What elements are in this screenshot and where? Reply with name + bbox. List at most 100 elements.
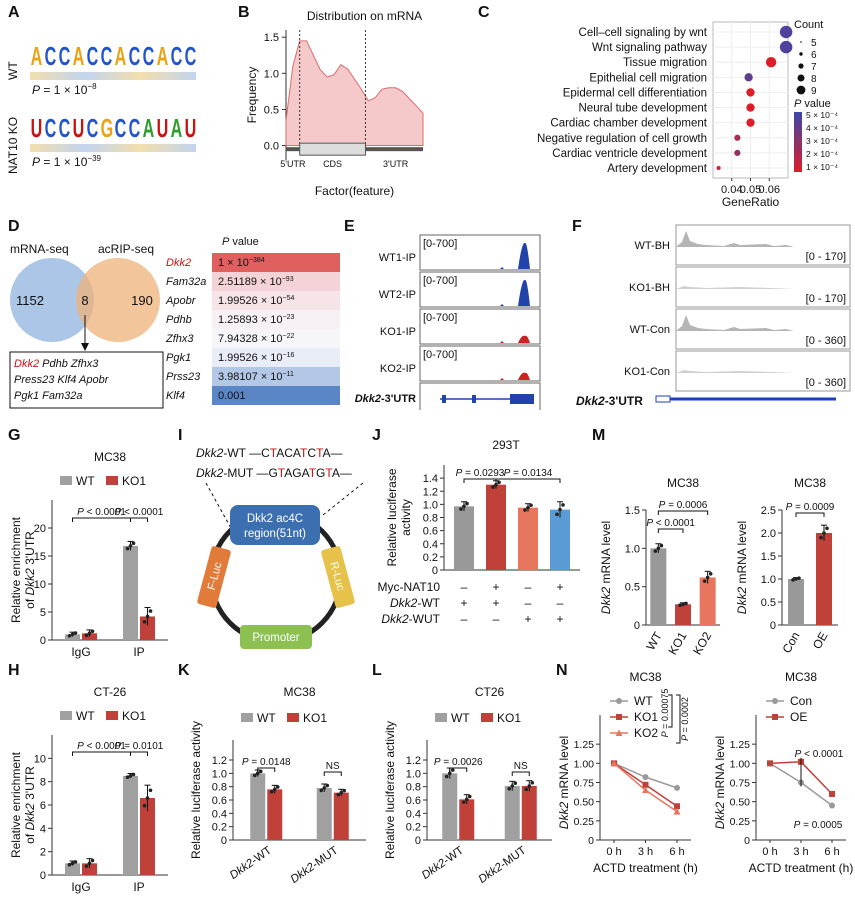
x-category-label: IP	[133, 880, 144, 894]
bar	[123, 775, 138, 875]
panel-label-d: D	[8, 218, 20, 235]
y-tick-label: 2	[40, 847, 46, 859]
data-point	[90, 629, 95, 634]
data-point	[461, 800, 466, 804]
panel-label-n: N	[556, 662, 568, 679]
significance-label: P < 0.0001	[115, 507, 164, 518]
data-point	[705, 575, 710, 580]
x-tick-label: 0.06	[759, 184, 780, 196]
p-rest: = 0.0134	[510, 468, 552, 479]
logo-letter: A	[170, 113, 183, 143]
logo-letter: U	[184, 113, 197, 143]
legend-count-label: 9	[811, 86, 817, 97]
legend-label: KO1	[303, 711, 327, 725]
x-category-label: KO1	[665, 629, 689, 657]
series-marker	[642, 781, 649, 788]
chart-title: MC38	[794, 476, 826, 490]
logo-letter: C	[58, 113, 71, 143]
heatmap-value-base: 1.25893 × 10	[218, 314, 283, 326]
legend-swatch	[60, 711, 72, 720]
y-axis-label: Dkk2 mRNA level	[713, 736, 727, 829]
y-label-gene: Dkk2	[23, 803, 37, 831]
y-axis-label: Relative enrichment	[9, 751, 23, 858]
track-frame	[419, 345, 541, 382]
heatmap-value: 2.51189 × 10−93	[218, 276, 294, 288]
coverage-peak	[676, 315, 794, 331]
y-axis-label-2: activity	[399, 499, 413, 536]
y-label-post: mRNA level	[599, 521, 613, 587]
panel-h-bar-chart: CT-26 WT KO1 0 2 4 6 8 10 IgG IP Relative enrichmen…	[9, 685, 168, 894]
legend-label: OE	[790, 710, 807, 724]
significance-bracket	[668, 694, 673, 728]
panel-g-bar-chart: MC38 WT KO1 0 5 10 15 20 IgG IP Relative enrichmen…	[9, 450, 168, 659]
y-tick-label: 10	[34, 579, 46, 591]
legend-p-title: P value	[794, 98, 831, 110]
p-italic: P	[680, 735, 690, 741]
heatmap-title: P value	[222, 236, 259, 248]
y-tick-label: 0.5	[625, 582, 640, 594]
y-label-line1: Relative enrichment	[9, 516, 23, 623]
track-label: WT1-IP	[379, 252, 416, 264]
p-italic: P	[242, 757, 249, 768]
y-tick-label: 0.4	[406, 808, 421, 820]
data-point	[70, 632, 75, 637]
track-range: [0 - 360]	[806, 335, 846, 347]
y-label-gene: Dkk2	[735, 587, 749, 615]
gene-names: Pdhb Zfhx3	[39, 358, 99, 370]
data-point	[255, 771, 260, 776]
legend-p-label: 1 × 10⁻⁴	[806, 162, 838, 172]
y-label-gene: Dkk2	[557, 802, 571, 830]
heatmap-gene-label: Zfhx3	[165, 333, 194, 345]
row-sign: +	[492, 580, 499, 594]
y-axis-label: Dkk2 mRNA level	[557, 736, 571, 829]
seq-base: G	[316, 466, 325, 480]
logo-base-shading	[30, 144, 196, 152]
panel-label-a: A	[8, 4, 20, 21]
y-tick-label: 1.5	[264, 32, 279, 44]
logo-letter: C	[58, 41, 71, 71]
y-label-post: 3'UTR	[23, 531, 37, 568]
p-italic: P	[794, 820, 801, 831]
y-tick-label: 0	[744, 835, 750, 847]
y-tick-label: 5	[40, 607, 46, 619]
y-tick-label: 1.4	[423, 473, 438, 485]
legend-count-label: 7	[811, 62, 817, 73]
x-tick-label: 6 h	[824, 846, 839, 858]
chart-title: Distribution on mRNA	[307, 9, 422, 23]
data-point	[467, 794, 472, 799]
legend-label: KO1	[634, 710, 658, 724]
significance-label: P = 0.00075	[660, 689, 670, 738]
x-tick-label: 0 h	[606, 846, 621, 858]
significance-bracket	[72, 751, 131, 756]
panel-c-go-dotplot: 0.040.050.06 Cell–cell signaling by wnt Wn…	[537, 19, 838, 209]
p-rest: = 0.0005	[800, 820, 842, 831]
chart-title: MC38	[94, 450, 126, 464]
y-label-post: mRNA level	[713, 736, 727, 802]
y-tick-label: 1.0	[625, 543, 640, 555]
motif-row-label: NAT10 KO	[6, 116, 20, 174]
x-tick-label: 0.04	[721, 184, 742, 196]
row-sign: –	[525, 596, 532, 610]
heatmap-value: 1.99526 × 10−54	[218, 295, 295, 307]
panel-k-bar-chart: MC38 WT KO1 00.2 0.40.60.8 1.01.2 Dkk2-WT Dkk2-…	[189, 685, 366, 886]
logo-letter: A	[72, 41, 85, 71]
y-axis-label: Relative enrichment	[9, 516, 23, 623]
legend-label: KO1	[497, 711, 521, 725]
legend-label: Con	[790, 694, 812, 708]
data-point	[555, 512, 559, 517]
venn-right-label: acRIP-seq	[98, 242, 154, 256]
y-axis-label: Frequency	[245, 67, 259, 124]
panel-e-ip-tracks: WT1-IP [0-700] WT2-IP [0-700] KO1-IP [0-700] K…	[355, 234, 541, 410]
heatmap-cell	[212, 253, 340, 272]
cds-box	[299, 142, 366, 156]
data-point	[73, 631, 78, 635]
data-point	[558, 507, 562, 512]
p-rest: = 0.0101	[121, 741, 163, 752]
track-frame	[419, 308, 541, 345]
data-point	[125, 546, 130, 551]
panel-m-bar-charts: MC38 0 0.5 1.0 1.5 Dkk2 mRNA level WT KO1 KO2 P =…	[599, 476, 838, 657]
y-tick-label: 0.4	[423, 539, 438, 551]
go-term-dot	[779, 25, 793, 39]
ns-label: NS	[514, 761, 528, 772]
